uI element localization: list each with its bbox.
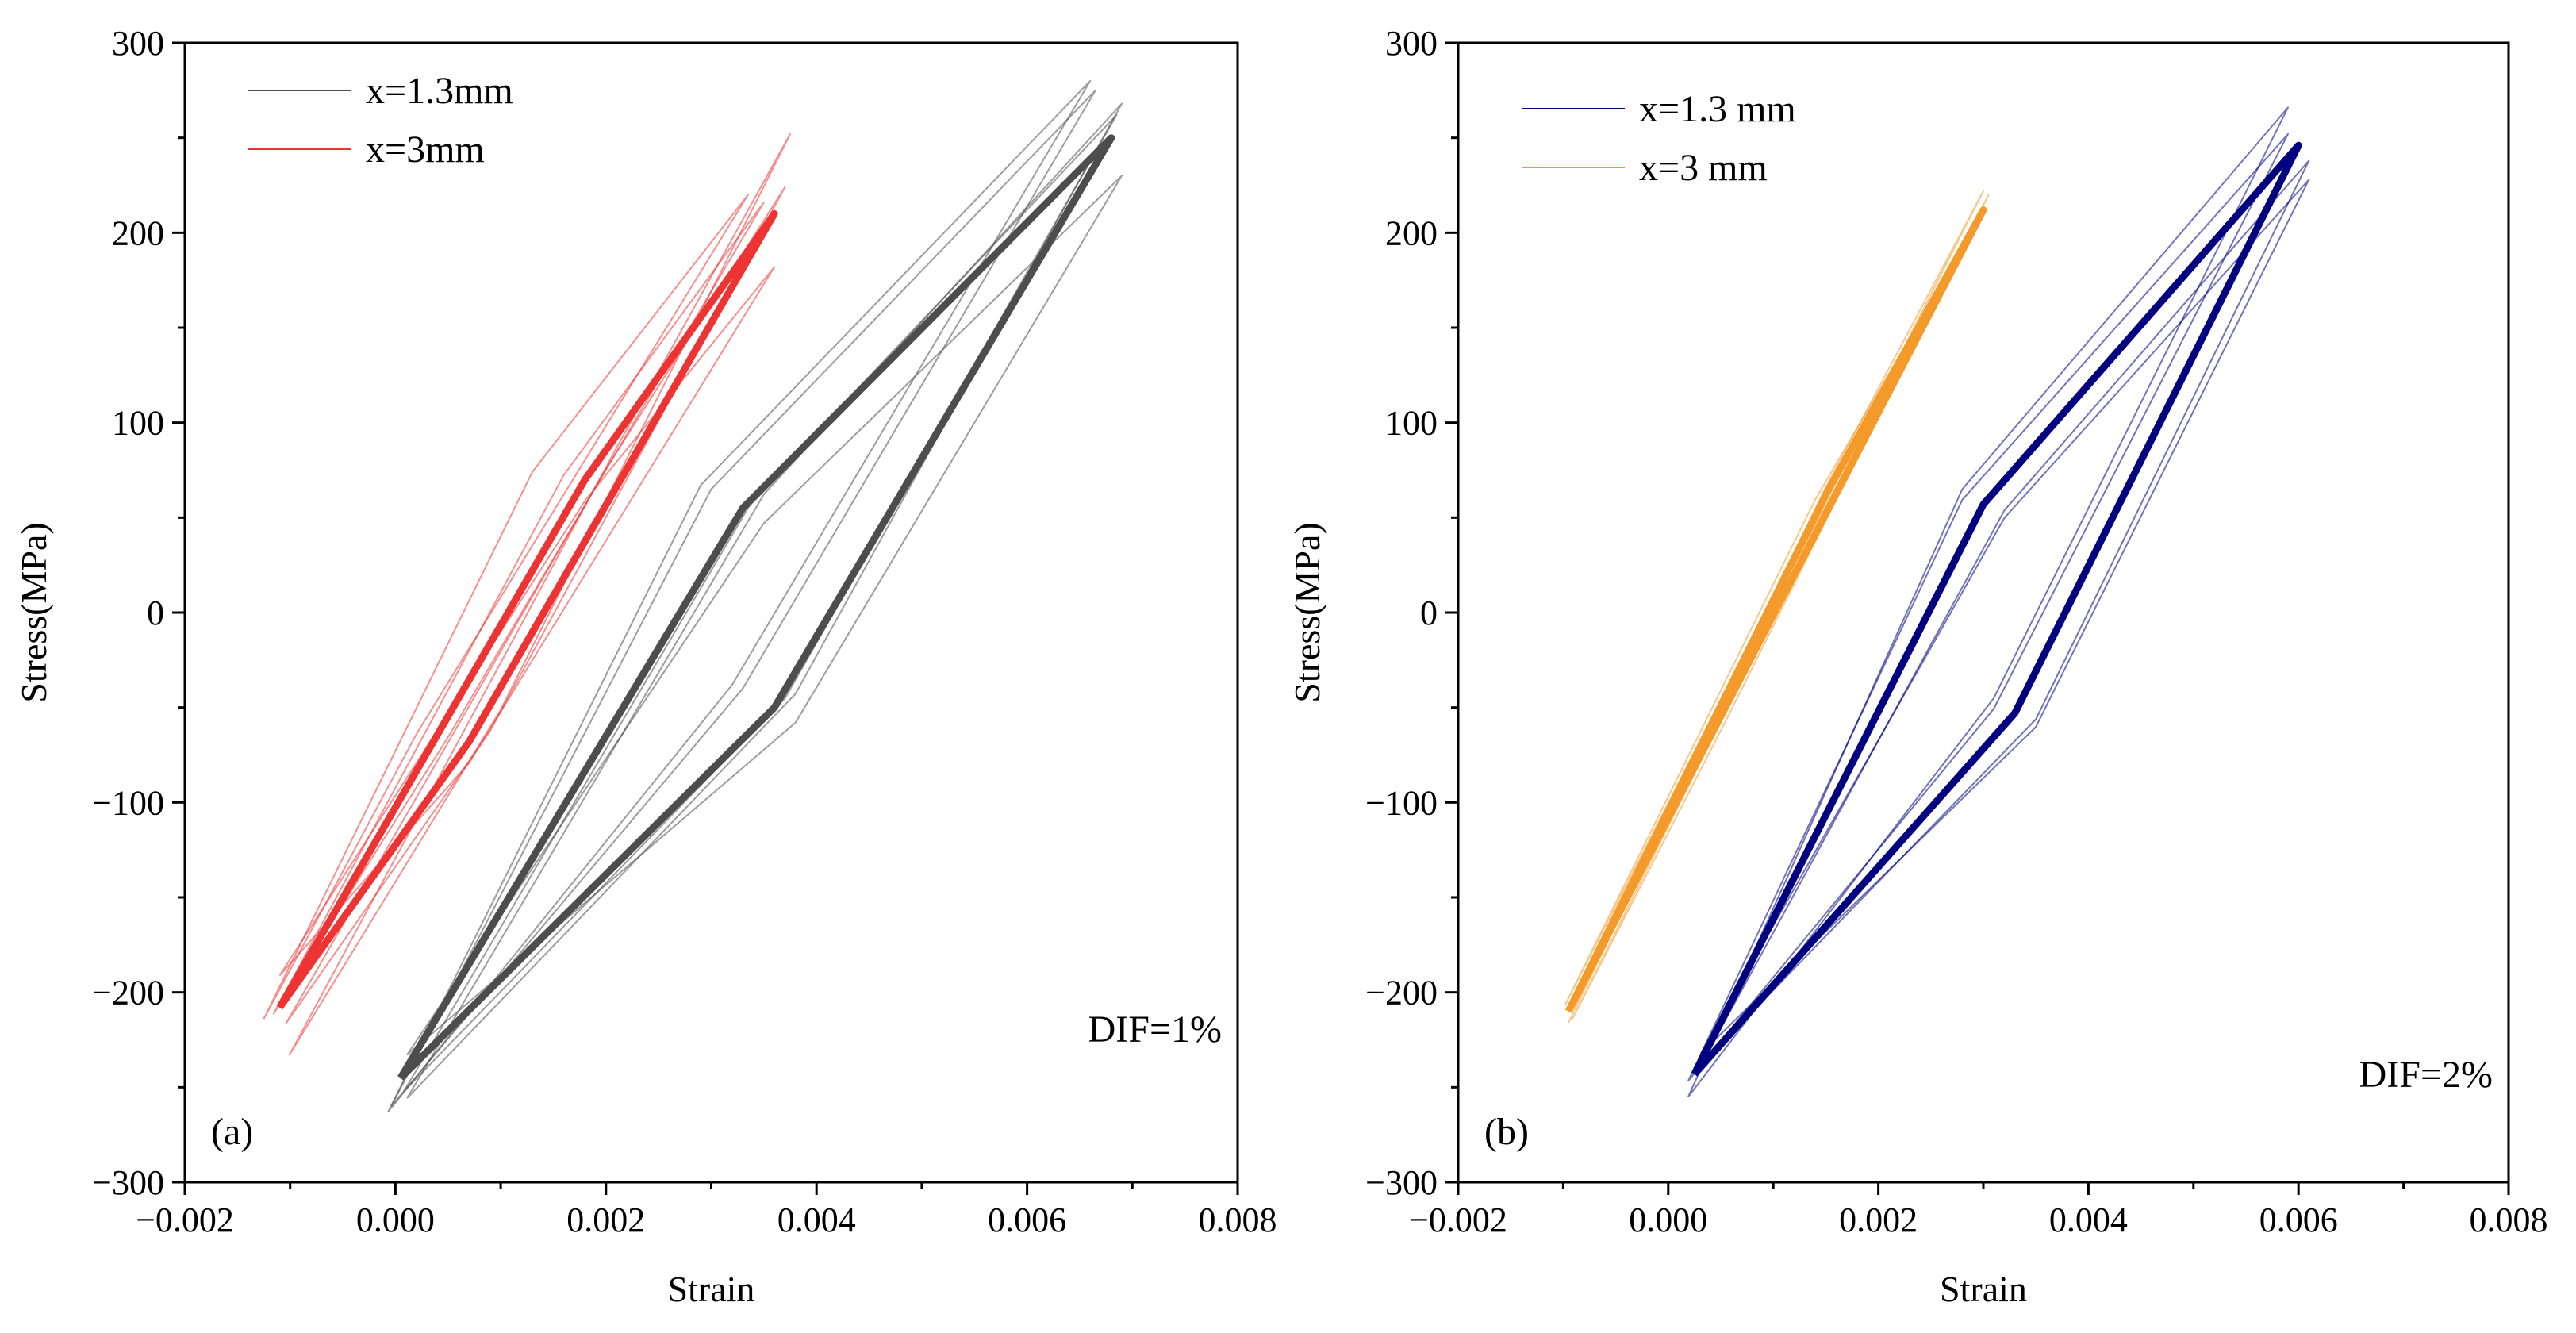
legend-label: x=1.3 mm	[1639, 88, 1796, 130]
hysteresis-loop	[397, 134, 1115, 1081]
cycle-trace	[1699, 159, 2310, 1066]
x-tick-label: 0.004	[777, 1200, 856, 1239]
x-tick-label: 0.008	[1199, 1200, 1277, 1239]
y-tick-label: −200	[1365, 974, 1438, 1012]
x-tick-label: 0.004	[2049, 1200, 2128, 1239]
dif-annotation: DIF=2%	[2359, 1054, 2493, 1096]
hysteresis-loop	[1691, 141, 2302, 1077]
series-x-1-3mm	[1687, 106, 2310, 1097]
y-tick-label: −100	[1365, 783, 1438, 822]
series-x-3mm	[263, 133, 791, 1056]
cycle-trace	[288, 133, 791, 1056]
cycle-trace	[1699, 179, 2310, 1054]
cycle-trace	[403, 113, 1118, 1093]
x-axis-title: Strain	[668, 1269, 755, 1309]
x-tick-label: −0.002	[136, 1200, 234, 1239]
legend-label: x=1.3mm	[366, 70, 513, 112]
cycle-trace	[406, 102, 1123, 1099]
cycle-trace	[1694, 144, 2300, 1075]
chart-panel-b: −0.002 0.000 0.002 0.004 0.006 0.008 −300 −200 −…	[1287, 24, 2548, 1309]
x-tick-label: 0.002	[566, 1200, 645, 1239]
y-tick-label: 100	[1385, 404, 1438, 443]
cycle-trace	[278, 213, 776, 1008]
y-tick-label: 0	[1420, 594, 1438, 632]
y-tick-label: −100	[92, 783, 164, 822]
panel-label: (a)	[211, 1111, 253, 1153]
cycle-trace	[1687, 106, 2289, 1097]
y-tick-label: 200	[1385, 213, 1438, 252]
series-x-1-3mm	[387, 79, 1123, 1113]
series-x-3mm	[1564, 190, 1990, 1024]
y-tick-label: 300	[112, 24, 164, 63]
y-tick-label: 0	[147, 594, 164, 632]
chart-panel-a: −0.002 0.000 0.002 0.004 0.006 0.008 −300 −200 −…	[13, 24, 1277, 1309]
x-tick-label: 0.000	[356, 1200, 435, 1239]
cycle-trace	[387, 79, 1092, 1113]
y-tick-label: −200	[92, 974, 164, 1012]
plot-frame	[183, 41, 1239, 1184]
cycle-trace	[263, 194, 749, 1020]
x-tick-label: 0.002	[1839, 1200, 1918, 1239]
y-tick-label: −300	[1365, 1163, 1438, 1202]
y-tick-label: −300	[92, 1163, 164, 1202]
hysteresis-loop	[1564, 206, 1987, 1013]
legend-label: x=3mm	[366, 129, 485, 171]
y-tick-label: 300	[1385, 24, 1438, 63]
cycle-trace	[272, 202, 765, 1015]
cycle-trace	[406, 175, 1123, 1056]
x-tick-label: 0.000	[1629, 1200, 1707, 1239]
x-axis-title: Strain	[1940, 1269, 2027, 1309]
cycle-trace	[390, 89, 1096, 1107]
y-tick-label: 200	[112, 213, 164, 252]
y-axis-title: Stress(MPa)	[1287, 522, 1327, 702]
x-tick-label: 0.008	[2470, 1200, 2548, 1239]
y-tick-label: 100	[112, 404, 164, 443]
y-axis-title: Stress(MPa)	[13, 522, 54, 702]
x-tick-label: 0.006	[988, 1200, 1066, 1239]
panel-label: (b)	[1484, 1111, 1529, 1153]
x-tick-label: 0.006	[2259, 1200, 2338, 1239]
hysteresis-loop	[276, 209, 778, 1010]
x-tick-label: −0.002	[1409, 1200, 1507, 1239]
dif-annotation: DIF=1%	[1088, 1008, 1222, 1051]
cycle-trace	[285, 186, 786, 1024]
legend-label: x=3 mm	[1639, 147, 1768, 189]
